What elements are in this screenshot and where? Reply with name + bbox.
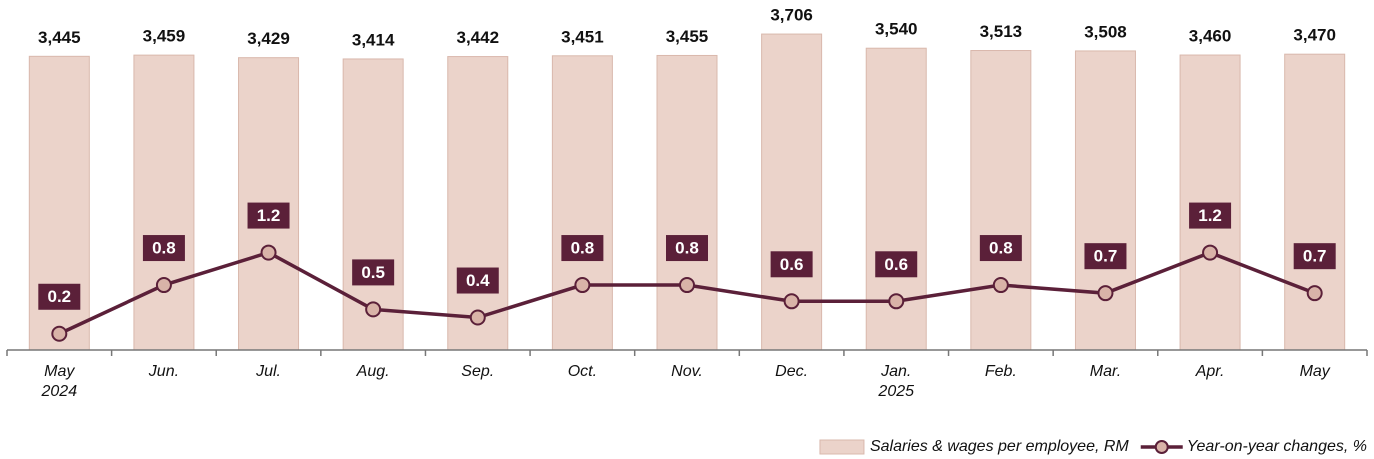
bar xyxy=(656,54,718,351)
bar-value-label: 3,414 xyxy=(352,30,395,49)
value-label-box xyxy=(352,259,395,286)
value-label-box xyxy=(979,235,1022,262)
x-tick-label: Jun. xyxy=(148,363,180,380)
legend-label: Salaries & wages per employee, RM xyxy=(870,438,1129,455)
bar xyxy=(970,50,1032,351)
line-marker xyxy=(574,277,591,294)
line-value-label: 1.2 xyxy=(257,206,281,225)
bar xyxy=(1074,50,1136,351)
line-value-label: 0.6 xyxy=(884,255,908,274)
line-marker xyxy=(365,301,382,318)
x-tick-label: Jul. xyxy=(256,363,281,380)
legend-label: Year-on-year changes, % xyxy=(1187,438,1367,455)
value-label-box xyxy=(142,235,185,262)
value-label-box xyxy=(247,202,290,229)
value-label-box xyxy=(1189,202,1232,229)
value-label-box xyxy=(875,251,918,278)
bar xyxy=(447,56,509,351)
line-marker xyxy=(1202,244,1219,261)
x-tick-label: Mar. xyxy=(1089,363,1122,380)
value-label-box xyxy=(1293,243,1336,270)
line-value-label: 0.5 xyxy=(361,263,385,282)
x-tick-label: Oct. xyxy=(567,363,598,380)
line-marker xyxy=(155,277,172,294)
line-marker xyxy=(1306,285,1323,302)
value-label-box xyxy=(561,235,604,262)
line-value-label: 0.2 xyxy=(47,287,71,306)
value-label-box xyxy=(1084,243,1127,270)
line-value-label: 0.8 xyxy=(152,239,176,258)
line-value-label: 0.4 xyxy=(466,271,490,290)
bar xyxy=(1179,54,1241,351)
line-marker xyxy=(992,277,1009,294)
x-tick-label: Apr. xyxy=(1195,363,1225,380)
bar-value-label: 3,508 xyxy=(1084,22,1127,41)
value-label-box xyxy=(770,251,813,278)
x-tick-label: Jan. 2025 xyxy=(878,363,915,400)
line-marker xyxy=(783,293,800,310)
x-tick-label: May 2024 xyxy=(41,363,78,400)
line-value-label: 0.6 xyxy=(780,255,804,274)
line-marker xyxy=(679,277,695,294)
line-marker xyxy=(51,325,68,342)
bar-value-label: 3,470 xyxy=(1293,26,1336,45)
line-value-label: 0.7 xyxy=(1303,247,1327,266)
bar-value-label: 3,460 xyxy=(1189,27,1232,46)
bar xyxy=(133,54,195,351)
value-label-box xyxy=(38,283,81,310)
legend-marker xyxy=(1154,440,1169,454)
bar-value-label: 3,442 xyxy=(456,28,499,47)
value-label-box xyxy=(666,235,708,262)
bar-value-label: 3,706 xyxy=(770,6,813,25)
x-tick-label: Sep. xyxy=(461,363,495,380)
x-tick-label: Dec. xyxy=(775,363,809,380)
bar-value-label: 3,513 xyxy=(980,22,1023,41)
line-marker xyxy=(888,293,905,310)
bar xyxy=(1284,53,1346,351)
bar-value-label: 3,445 xyxy=(38,28,81,47)
bar-value-label: 3,455 xyxy=(666,27,709,46)
bar-value-label: 3,451 xyxy=(561,27,604,46)
bar xyxy=(342,58,404,351)
line-value-label: 0.7 xyxy=(1094,247,1118,266)
x-tick-label: Feb. xyxy=(984,363,1017,380)
line-value-label: 0.8 xyxy=(989,239,1013,258)
line-marker xyxy=(469,309,486,326)
value-label-box xyxy=(456,267,499,294)
x-tick-label: May xyxy=(1299,363,1330,380)
x-tick-label: Nov. xyxy=(671,363,703,380)
bar-value-label: 3,429 xyxy=(247,29,290,48)
bar-value-label: 3,540 xyxy=(875,20,918,39)
line-marker xyxy=(260,244,277,261)
line-marker xyxy=(1097,285,1114,302)
line-value-label: 0.8 xyxy=(571,239,595,258)
x-tick-label: Aug. xyxy=(356,363,390,380)
line-value-label: 0.8 xyxy=(675,239,699,258)
bar-value-label: 3,459 xyxy=(143,27,186,46)
line-value-label: 1.2 xyxy=(1198,206,1222,225)
bar xyxy=(551,55,613,351)
legend-swatch xyxy=(819,439,865,455)
